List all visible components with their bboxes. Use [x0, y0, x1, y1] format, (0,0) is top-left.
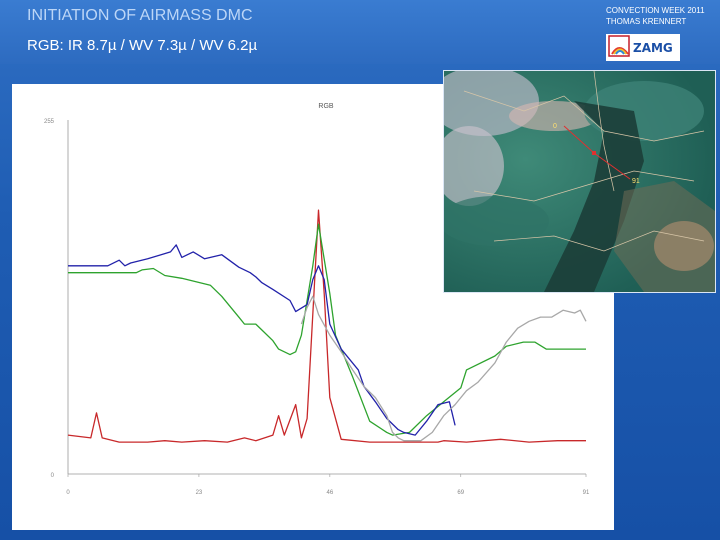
credit-line-1: CONVECTION WEEK 2011	[606, 6, 705, 15]
chart-axes: 255 0 0 23 46 69 91	[44, 119, 590, 496]
slide-title: INITIATION OF AIRMASS DMC	[27, 7, 253, 24]
x-tick-label: 0	[66, 490, 70, 496]
slide-subtitle: RGB: IR 8.7µ / WV 7.3µ / WV 6.2µ	[27, 37, 258, 54]
chart-series-group	[67, 209, 587, 443]
x-tick-label: 91	[583, 490, 590, 496]
credit-text: CONVECTION WEEK 2011 THOMAS KRENNERT	[606, 5, 705, 27]
satellite-rgb-image: 0 91	[444, 71, 715, 292]
rgb-line-chart: 255 0 0 23 46 69 91 RGB	[44, 103, 590, 496]
x-tick-label: 46	[327, 490, 334, 496]
transect-start-label: 0	[553, 123, 557, 130]
logo-text: ZAMG	[633, 41, 673, 55]
y-tick-label: 255	[44, 119, 55, 125]
transect-end-label: 91	[632, 178, 640, 185]
title-bar	[0, 0, 720, 64]
y-tick-label: 0	[51, 473, 55, 479]
x-tick-label: 69	[457, 490, 464, 496]
series-line-2	[68, 223, 586, 436]
chart-title: RGB	[318, 103, 334, 110]
zamg-logo: ZAMG	[606, 34, 680, 61]
satellite-image: 0 91	[443, 70, 716, 293]
rainbow-logo-icon	[608, 35, 630, 57]
series-line-4	[300, 295, 587, 442]
series-line-3	[68, 244, 456, 436]
series-line-1	[67, 209, 586, 443]
x-tick-label: 23	[196, 490, 203, 496]
credit-line-2: THOMAS KRENNERT	[606, 17, 687, 26]
